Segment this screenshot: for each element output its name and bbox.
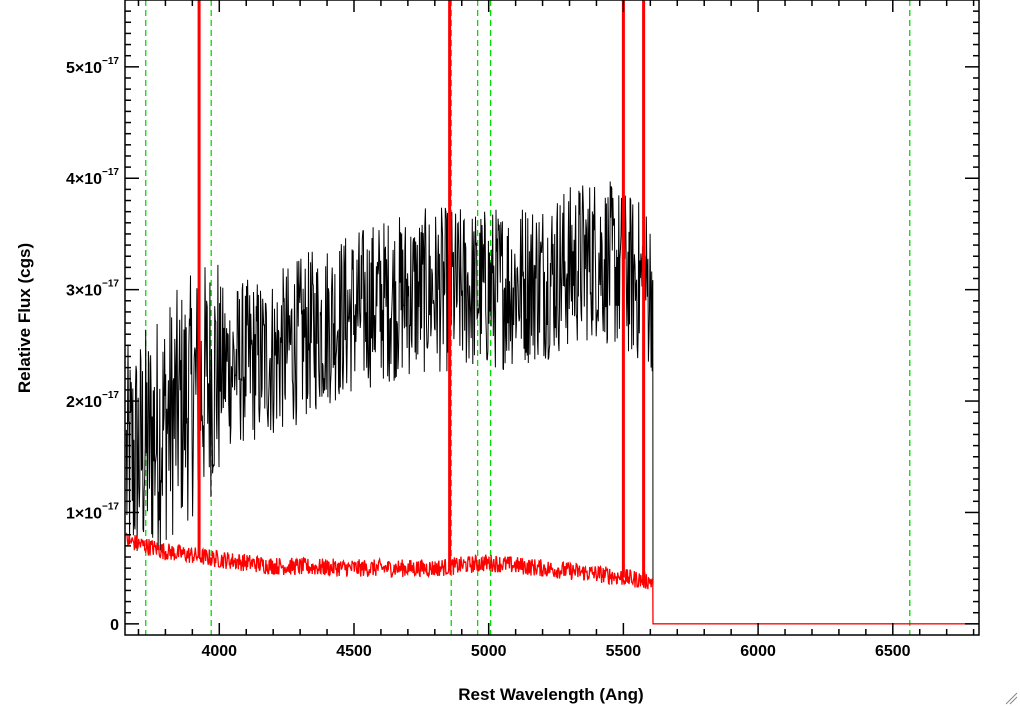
- error-series: [125, 532, 979, 625]
- series-layer: [125, 0, 979, 625]
- y-tick-label: 5×10−17: [66, 56, 119, 77]
- x-tick-label: 5000: [471, 643, 507, 660]
- axes: [124, 0, 980, 636]
- resize-grip-icon: [1005, 692, 1018, 705]
- x-tick-label: 5500: [606, 643, 642, 660]
- x-tick-label: 4500: [336, 643, 372, 660]
- flux-series: [125, 181, 979, 625]
- y-tick-label: 2×10−17: [66, 390, 119, 411]
- y-tick-label: 4×10−17: [66, 167, 119, 188]
- x-tick-label: 6500: [875, 643, 911, 660]
- tick-labels: 4000 4500 5000 5500 6000 6500 0 1×10−17 2×10−17 3…: [66, 56, 911, 660]
- x-tick-label: 4000: [201, 643, 237, 660]
- y-axis-title: Relative Flux (cgs): [15, 243, 34, 393]
- x-tick-label: 6000: [740, 643, 776, 660]
- plot-frame: [124, 0, 980, 636]
- y-tick-label: 3×10−17: [66, 279, 119, 300]
- y-tick-label: 1×10−17: [66, 501, 119, 522]
- y-tick-label: 0: [110, 617, 119, 634]
- reference-lines: [145, 0, 911, 635]
- x-axis-title: Rest Wavelength (Ang): [458, 685, 643, 704]
